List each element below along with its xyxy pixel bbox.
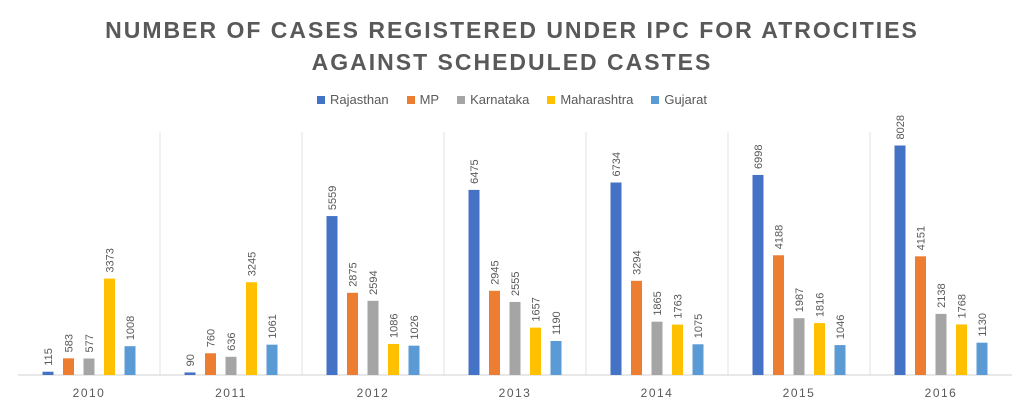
data-label-gujarat-2012: 1026 [409,315,421,339]
bar-gujarat-2013 [550,340,562,375]
bar-maharashtra-2015 [814,323,825,375]
bar-mp-2011 [205,353,216,375]
data-label-rajasthan-2015: 6998 [753,144,765,168]
data-label-karnataka-2012: 2594 [368,270,380,294]
data-label-rajasthan-2012: 5559 [327,186,339,210]
chart-title-line-1: NUMBER OF CASES REGISTERED UNDER IPC FOR… [105,17,919,43]
legend-swatch-karnataka [457,95,466,104]
x-tick-label-2013: 2013 [499,386,532,400]
bar-mp-2012 [347,292,358,375]
data-label-mp-2010: 583 [64,334,76,352]
bar-karnataka-2012 [367,300,379,375]
legend-label-maharashtra: Maharashtra [560,92,634,107]
data-label-rajasthan-2013: 6475 [469,159,481,183]
data-label-maharashtra-2011: 3245 [247,252,259,276]
data-label-rajasthan-2014: 6734 [611,152,623,176]
data-label-maharashtra-2015: 1816 [815,293,827,317]
legend-swatch-mp [406,95,415,104]
data-label-gujarat-2014: 1075 [693,314,705,338]
data-label-gujarat-2015: 1046 [835,315,847,339]
bar-karnataka-2014 [651,321,663,375]
data-label-gujarat-2011: 1061 [267,314,279,338]
bar-rajasthan-2013 [468,189,480,375]
data-label-maharashtra-2010: 3373 [105,248,117,272]
legend-label-rajasthan: Rajasthan [330,92,389,107]
legend-label-mp: MP [419,92,440,107]
data-label-gujarat-2016: 1130 [977,313,989,337]
data-label-karnataka-2014: 1865 [652,291,664,315]
bar-mp-2015 [773,255,784,375]
x-tick-label-2010: 2010 [73,386,106,400]
data-label-karnataka-2013: 2555 [510,271,522,295]
bar-gujarat-2011 [266,344,278,375]
bar-maharashtra-2014 [672,324,683,375]
data-label-maharashtra-2014: 1763 [673,294,685,318]
data-label-maharashtra-2012: 1086 [389,313,401,337]
bar-karnataka-2011 [225,356,237,375]
data-label-mp-2011: 760 [206,329,218,347]
data-label-maharashtra-2016: 1768 [957,294,969,318]
bar-gujarat-2015 [834,345,846,375]
bar-mp-2016 [915,256,926,375]
bar-gujarat-2010 [124,346,136,375]
bar-gujarat-2016 [976,342,988,375]
legend-item-karnataka: Karnataka [457,92,529,107]
x-tick-label-2014: 2014 [641,386,674,400]
legend-swatch-maharashtra [547,95,556,104]
x-tick-label-2012: 2012 [357,386,390,400]
bar-rajasthan-2011 [184,372,196,375]
chart-title-line-2: AGAINST SCHEDULED CASTES [311,49,713,75]
bar-mp-2010 [63,358,74,375]
bar-rajasthan-2015 [752,174,764,375]
bar-karnataka-2016 [935,313,947,375]
legend-swatch-rajasthan [317,95,326,104]
bar-gujarat-2012 [408,345,420,375]
bar-gujarat-2014 [692,344,704,375]
x-tick-label-2011: 2011 [215,386,247,400]
legend-swatch-gujarat [651,95,660,104]
x-tick-label-2016: 2016 [925,386,958,400]
data-label-mp-2016: 4151 [916,226,928,250]
legend-item-gujarat: Gujarat [651,92,707,107]
x-tick-label-2015: 2015 [783,386,816,400]
bar-karnataka-2013 [509,301,521,375]
bar-karnataka-2015 [793,318,805,375]
data-label-karnataka-2016: 2138 [936,283,948,307]
bar-mp-2014 [631,280,642,375]
data-label-karnataka-2010: 577 [84,334,96,352]
bar-maharashtra-2011 [246,282,257,375]
data-label-mp-2015: 4188 [774,225,786,249]
data-label-karnataka-2015: 1987 [794,288,806,312]
bar-maharashtra-2012 [388,343,399,375]
legend-item-rajasthan: Rajasthan [317,92,389,107]
bar-karnataka-2010 [83,358,95,375]
legend-item-maharashtra: Maharashtra [547,92,633,107]
data-label-mp-2013: 2945 [490,260,502,284]
legend-item-mp: MP [406,92,440,107]
data-label-karnataka-2011: 636 [226,332,238,350]
data-label-maharashtra-2013: 1657 [531,297,543,321]
bar-mp-2013 [489,290,500,375]
bar-rajasthan-2012 [326,216,338,375]
legend: Rajasthan MP Karnataka Maharashtra Gujar… [0,92,1024,107]
bar-maharashtra-2010 [104,278,115,375]
bar-rajasthan-2014 [610,182,622,375]
data-label-gujarat-2013: 1190 [551,311,563,335]
bar-rajasthan-2016 [894,145,906,375]
bar-rajasthan-2010 [42,371,54,375]
data-label-mp-2014: 3294 [632,250,644,274]
data-label-rajasthan-2010: 115 [43,348,55,366]
data-label-rajasthan-2011: 90 [185,354,197,366]
chart-title: NUMBER OF CASES REGISTERED UNDER IPC FOR… [0,14,1024,78]
legend-label-karnataka: Karnataka [470,92,530,107]
bar-maharashtra-2013 [530,327,541,375]
bar-maharashtra-2016 [956,324,967,375]
data-label-gujarat-2010: 1008 [125,316,137,340]
data-label-rajasthan-2016: 8028 [895,115,907,139]
legend-label-gujarat: Gujarat [664,92,707,107]
data-label-mp-2012: 2875 [348,262,360,286]
